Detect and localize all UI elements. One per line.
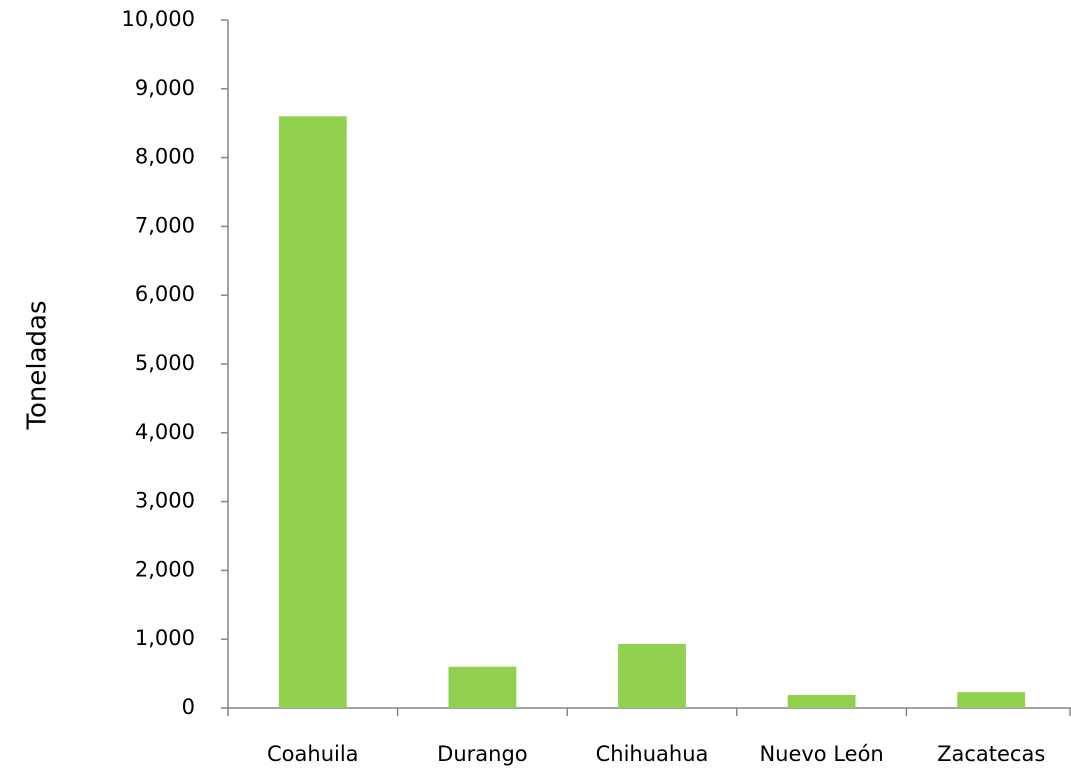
y-tick-label: 1,000 xyxy=(135,626,195,650)
y-tick-label: 7,000 xyxy=(135,213,195,237)
y-tick-label: 3,000 xyxy=(135,489,195,513)
y-tick-label: 9,000 xyxy=(135,76,195,100)
bar xyxy=(957,692,1026,708)
y-tick-label: 0 xyxy=(182,695,195,719)
x-tick-label: Chihuahua xyxy=(596,742,709,766)
y-tick-label: 4,000 xyxy=(135,420,195,444)
y-axis-label: Toneladas xyxy=(23,301,53,431)
bar xyxy=(618,644,686,708)
y-tick-label: 10,000 xyxy=(122,7,195,31)
bar xyxy=(278,116,347,708)
x-tick-label: Zacatecas xyxy=(937,742,1045,766)
x-tick-label: Durango xyxy=(437,742,527,766)
y-tick-label: 2,000 xyxy=(135,557,195,581)
y-tick-label: 8,000 xyxy=(135,145,195,169)
y-tick-label: 6,000 xyxy=(135,282,195,306)
x-tick-label: Coahuila xyxy=(267,742,359,766)
bar xyxy=(787,694,856,708)
bar xyxy=(448,666,517,708)
x-tick-label: Nuevo León xyxy=(759,742,883,766)
y-tick-label: 5,000 xyxy=(135,351,195,375)
